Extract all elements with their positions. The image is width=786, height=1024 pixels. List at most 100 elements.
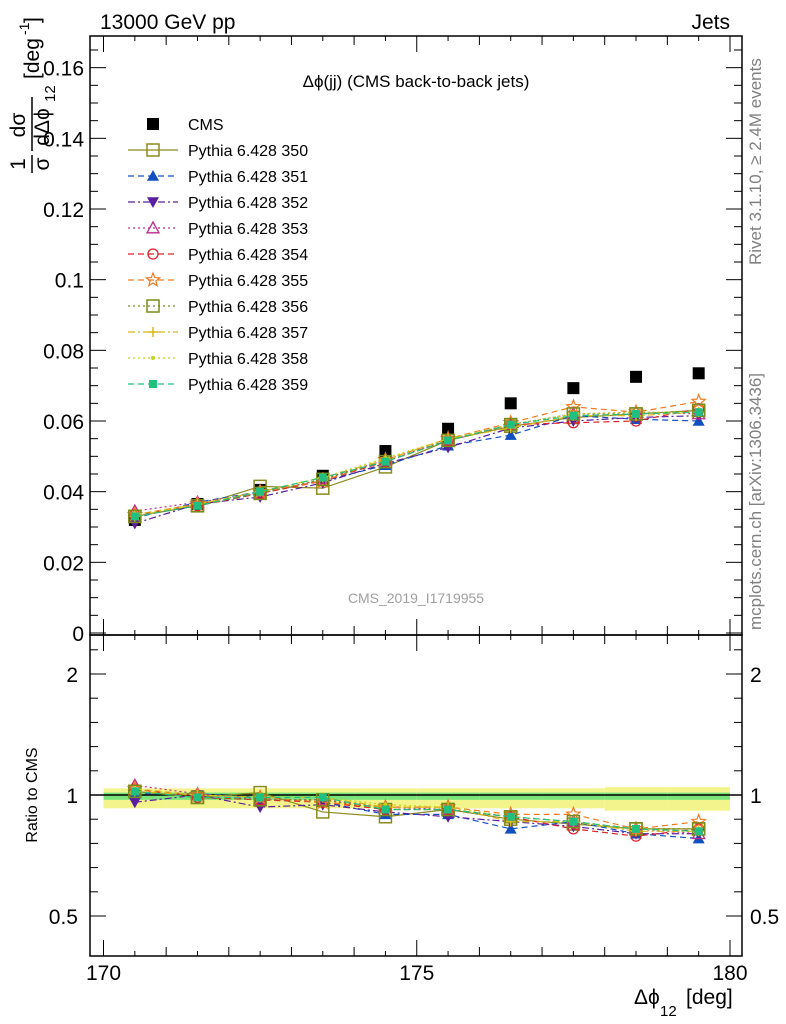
xlabel-sub: 12 bbox=[660, 1003, 677, 1020]
data-point-10-1 bbox=[193, 501, 202, 510]
y-tick-label-0: 0 bbox=[72, 623, 84, 646]
ratio-series-9 bbox=[130, 787, 703, 836]
ylabel-unit: [deg bbox=[21, 38, 44, 79]
ratio-line-7 bbox=[134, 790, 699, 832]
y-tick-label-0.1: 0.1 bbox=[55, 270, 84, 293]
ratio-point-9-6 bbox=[506, 812, 515, 821]
legend-label-8: Pythia 6.428 357 bbox=[188, 325, 308, 342]
y-tick-label-0.08: 0.08 bbox=[43, 340, 84, 363]
data-point-7-0 bbox=[128, 509, 142, 524]
ratio-point-2-0 bbox=[128, 797, 141, 809]
band-inner-bin bbox=[667, 792, 730, 800]
data-point-10-7 bbox=[569, 411, 578, 420]
x-tick-label-175: 175 bbox=[399, 962, 434, 985]
y-tick-label-0.04: 0.04 bbox=[43, 482, 84, 505]
y-axis-label-main: 1 σ dσ dΔϕ 12 [deg -1 ] bbox=[7, 17, 59, 173]
series-line-10 bbox=[134, 411, 699, 517]
ylabel-sub: 12 bbox=[42, 85, 59, 102]
legend-label-10: Pythia 6.428 359 bbox=[188, 377, 308, 394]
series-line-9 bbox=[134, 411, 699, 516]
data-point-10-3 bbox=[318, 473, 327, 482]
legend-label-2: Pythia 6.428 351 bbox=[188, 169, 308, 186]
data-point-0-9 bbox=[692, 367, 705, 380]
legend-marker-1 bbox=[146, 143, 160, 157]
ratio-y-tick-label-right-0.5: 0.5 bbox=[750, 906, 779, 929]
ratio-point-9-4 bbox=[381, 805, 390, 814]
legend-label-9: Pythia 6.428 358 bbox=[188, 351, 308, 368]
legend-marker-6 bbox=[144, 271, 162, 288]
header-left: 13000 GeV pp bbox=[100, 11, 235, 34]
series-line-2 bbox=[134, 415, 699, 519]
ratio-y-tick-label-right-1: 1 bbox=[750, 785, 762, 808]
data-point-10-2 bbox=[256, 487, 265, 496]
legend-marker-4 bbox=[145, 220, 161, 234]
ratio-point-9-2 bbox=[256, 793, 265, 802]
ratio-y-tick-label-0.5: 0.5 bbox=[49, 906, 78, 929]
series-line-7 bbox=[134, 409, 699, 517]
ratio-point-9-0 bbox=[130, 787, 139, 796]
legend-label-3: Pythia 6.428 352 bbox=[188, 195, 308, 212]
data-point-10-6 bbox=[506, 420, 515, 429]
band-inner-bin bbox=[604, 792, 668, 800]
legend-label-7: Pythia 6.428 356 bbox=[188, 299, 308, 316]
ylabel-exp: -1 bbox=[16, 22, 32, 35]
xlabel-unit: [deg] bbox=[686, 986, 733, 1009]
rivet-label: Rivet 3.1.10, ≥ 2.4M events bbox=[746, 58, 765, 265]
ratio-point-9-9 bbox=[694, 827, 703, 836]
y-tick-label-0.06: 0.06 bbox=[43, 411, 84, 434]
series-10 bbox=[130, 408, 703, 521]
legend-marker-9 bbox=[151, 356, 155, 360]
y-tick-label-0.12: 0.12 bbox=[43, 199, 84, 222]
ylabel-close: ] bbox=[21, 17, 44, 23]
legend-label-4: Pythia 6.428 353 bbox=[188, 221, 308, 238]
legend-marker-5 bbox=[147, 248, 159, 260]
data-point-10-4 bbox=[381, 457, 390, 466]
ratio-y-tick-label-right-2: 2 bbox=[750, 664, 762, 687]
legend: CMS Pythia 6.428 350 Pythia 6.428 351 Pythi… bbox=[128, 117, 308, 394]
ratio-y-tick-label-2: 2 bbox=[66, 664, 78, 687]
ratio-y-tick-label-1: 1 bbox=[66, 785, 78, 808]
legend-marker-7 bbox=[146, 299, 160, 313]
data-point-0-8 bbox=[630, 370, 643, 383]
data-point-0-5 bbox=[442, 422, 455, 435]
series-line-3 bbox=[134, 415, 699, 525]
data-point-10-8 bbox=[632, 409, 641, 418]
ratio-point-9-7 bbox=[569, 817, 578, 826]
ylabel-den: σ bbox=[31, 157, 54, 170]
x-tick-label-170: 170 bbox=[86, 962, 121, 985]
ratio-line-2 bbox=[134, 794, 699, 835]
y-tick-labels-ratio: 0.5 0.5 1 1 2 2 bbox=[49, 664, 779, 929]
y-tick-label-0.14: 0.14 bbox=[43, 128, 84, 151]
mcplots-label: mcplots.cern.ch [arXiv:1306.3436] bbox=[746, 373, 765, 630]
legend-marker-0 bbox=[147, 118, 159, 130]
x-tick-label-180: 180 bbox=[712, 962, 747, 985]
ylabel-dnum: dσ bbox=[7, 113, 30, 138]
data-point-10-5 bbox=[444, 436, 453, 445]
ratio-line-1 bbox=[134, 793, 699, 840]
data-point-10-0 bbox=[130, 512, 139, 521]
y-tick-labels-main: 0 0.02 0.04 0.06 0.08 0.1 0.12 0.14 0.16 bbox=[43, 58, 84, 646]
ratio-line-0 bbox=[134, 790, 699, 830]
ratio-point-5-9 bbox=[690, 812, 707, 829]
data-point-6-7 bbox=[565, 398, 582, 414]
legend-label-0: CMS bbox=[188, 117, 224, 134]
data-point-10-9 bbox=[694, 408, 703, 417]
ratio-point-9-5 bbox=[444, 805, 453, 814]
header-right: Jets bbox=[691, 11, 730, 34]
ylabel-num: 1 bbox=[7, 158, 30, 170]
legend-label-6: Pythia 6.428 355 bbox=[188, 273, 308, 290]
data-point-0-7 bbox=[567, 382, 580, 395]
ratio-point-9-3 bbox=[318, 793, 327, 802]
xlabel-main: Δϕ bbox=[634, 986, 660, 1009]
ratio-ylabel: Ratio to CMS bbox=[24, 747, 41, 842]
y-tick-label-0.16: 0.16 bbox=[43, 58, 84, 81]
data-point-2-6 bbox=[504, 429, 517, 440]
chart-marks: 170 175 180 0 0.02 0.04 0.06 0.08 0.1 0.12 0.14 0.1… bbox=[43, 35, 779, 985]
main-title: Δϕ(jj) (CMS back-to-back jets) bbox=[303, 72, 530, 91]
legend-marker-2 bbox=[147, 170, 159, 181]
ratio-point-9-8 bbox=[632, 824, 641, 833]
x-tick-labels: 170 175 180 bbox=[86, 962, 748, 985]
data-point-0-4 bbox=[379, 445, 392, 458]
x-axis-label: Δϕ 12 [deg] bbox=[634, 986, 733, 1020]
